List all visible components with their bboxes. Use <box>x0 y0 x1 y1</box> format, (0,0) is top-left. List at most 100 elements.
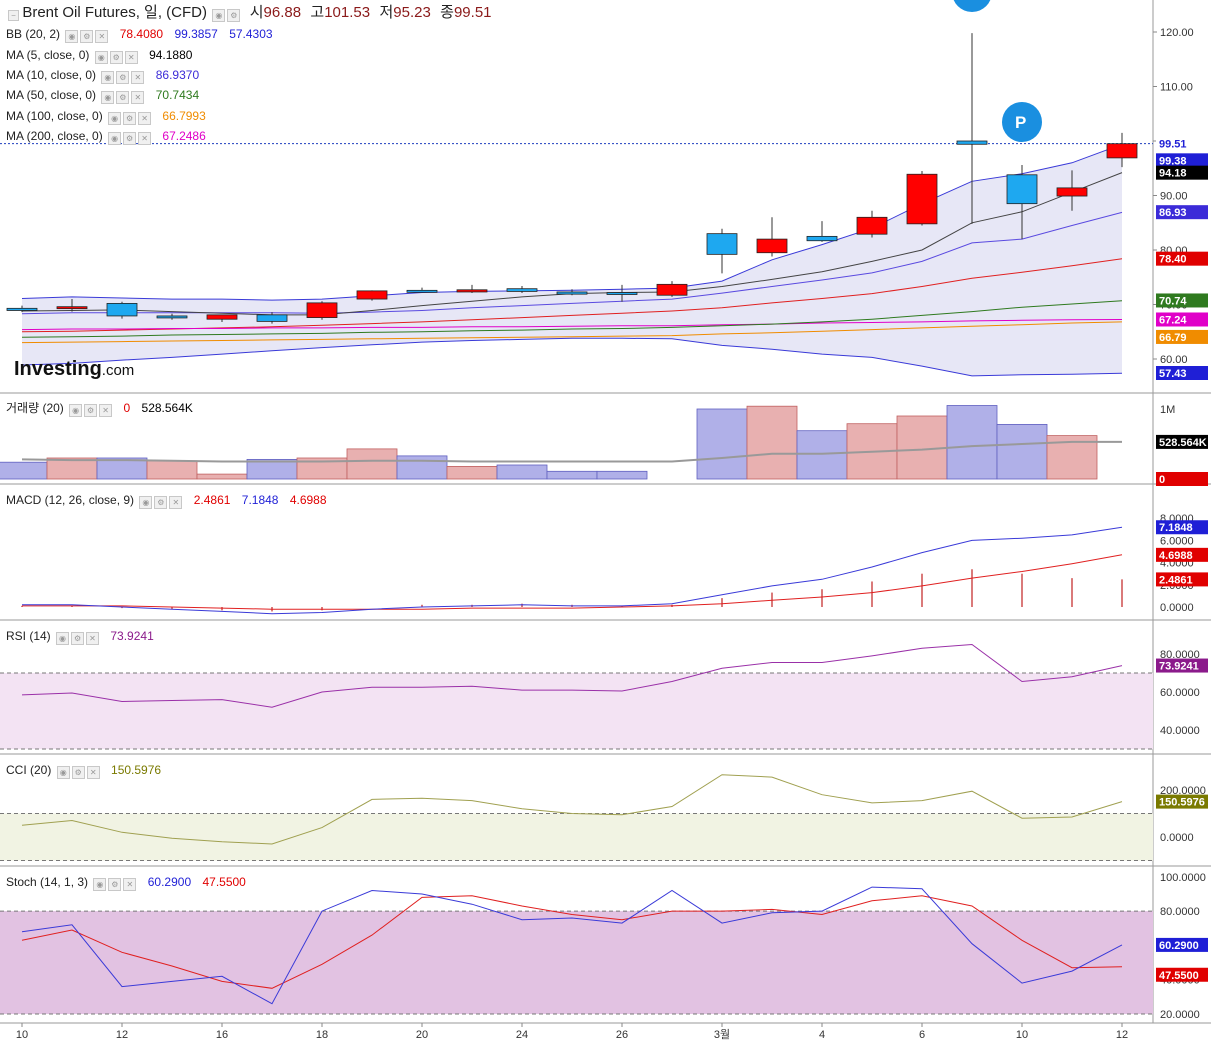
ohlc-close: 종99.51 <box>440 4 492 21</box>
gear-icon[interactable]: ⚙ <box>123 112 137 125</box>
time-tick-label: 4 <box>819 1029 825 1041</box>
legend-ma10[interactable]: MA (10, close, 0) ◉ ⚙ ✕ 86.9370 <box>6 68 200 84</box>
eye-icon[interactable]: ◉ <box>212 9 226 22</box>
legend-macd[interactable]: MACD (12, 26, close, 9) ◉ ⚙ ✕ 2.4861 7.184… <box>6 493 327 509</box>
close-icon[interactable]: ✕ <box>95 30 109 43</box>
time-tick-label: 18 <box>316 1029 328 1041</box>
legend-volume[interactable]: 거래량 (20) ◉ ⚙ ✕ 0 528.564K <box>6 401 193 417</box>
cci-tick-label: 200.0000 <box>1160 785 1206 797</box>
candle <box>956 140 988 145</box>
rsi-tick-label: 40.0000 <box>1160 725 1200 737</box>
gear-icon[interactable]: ⚙ <box>116 71 130 84</box>
cci-tag: 150.5976 <box>1159 797 1205 809</box>
legend-cci[interactable]: CCI (20) ◉ ⚙ ✕ 150.5976 <box>6 763 162 779</box>
bollinger-band-fill <box>22 144 1122 376</box>
legend-stoch[interactable]: Stoch (14, 1, 3) ◉ ⚙ ✕ 60.2900 47.5500 <box>6 875 246 891</box>
close-icon[interactable]: ✕ <box>99 404 113 417</box>
gear-icon[interactable]: ⚙ <box>108 878 122 891</box>
ohlc-open: 시96.88 <box>249 4 302 21</box>
gear-icon[interactable]: ⚙ <box>123 132 137 145</box>
rsi-tick-label: 80.0000 <box>1160 649 1200 661</box>
gear-icon[interactable]: ⚙ <box>154 496 168 509</box>
candle <box>306 302 338 318</box>
gear-icon[interactable]: ⚙ <box>80 30 94 43</box>
gear-icon[interactable]: ⚙ <box>116 91 130 104</box>
collapse-icon[interactable]: − <box>8 10 19 21</box>
price-tag-ma10: 86.93 <box>1159 207 1187 219</box>
close-icon[interactable]: ✕ <box>131 91 145 104</box>
eye-icon[interactable]: ◉ <box>56 632 70 645</box>
stoch-tick-label: 80.0000 <box>1160 906 1200 918</box>
eye-icon[interactable]: ◉ <box>65 30 79 43</box>
gear-icon[interactable]: ⚙ <box>71 632 85 645</box>
price-tag-bb-upper: 99.38 <box>1159 155 1187 167</box>
macd-line <box>22 526 1123 615</box>
investing-logo: Investing.com <box>14 358 135 380</box>
close-icon[interactable]: ✕ <box>131 71 145 84</box>
candle <box>1056 187 1088 197</box>
close-icon[interactable]: ✕ <box>138 112 152 125</box>
close-icon[interactable]: ✕ <box>86 766 100 779</box>
legend-ma200[interactable]: MA (200, close, 0) ◉ ⚙ ✕ 67.2486 <box>6 129 206 145</box>
candle <box>506 288 538 292</box>
eye-icon[interactable]: ◉ <box>101 91 115 104</box>
eye-icon[interactable]: ◉ <box>93 878 107 891</box>
candle <box>856 216 888 235</box>
candle <box>656 283 688 296</box>
gear-icon[interactable]: ⚙ <box>71 766 85 779</box>
eye-icon[interactable]: ◉ <box>139 496 153 509</box>
macd-hist-tag: 2.4861 <box>1159 574 1193 586</box>
legend-ma5[interactable]: MA (5, close, 0) ◉ ⚙ ✕ 94.1880 <box>6 48 193 64</box>
price-tag-bb-upper-bg <box>1156 153 1208 168</box>
eye-icon[interactable]: ◉ <box>108 132 122 145</box>
volume-tick-label: 1M <box>1160 404 1175 416</box>
eye-icon[interactable]: ◉ <box>101 71 115 84</box>
price-tag-ma5-bg <box>1156 165 1208 180</box>
event-marker-icon <box>1002 102 1042 142</box>
gear-icon[interactable]: ⚙ <box>109 51 123 64</box>
legend-ma100[interactable]: MA (100, close, 0) ◉ ⚙ ✕ 66.7993 <box>6 109 206 125</box>
time-tick-label: 20 <box>416 1029 428 1041</box>
macd-signal-tag: 4.6988 <box>1159 550 1193 562</box>
legend-bb[interactable]: BB (20, 2) ◉ ⚙ ✕ 78.4080 99.3857 57.4303 <box>6 27 273 43</box>
volume-bar <box>0 461 48 480</box>
price-tag-last: 99.51 <box>1159 139 1187 151</box>
close-icon[interactable]: ✕ <box>86 632 100 645</box>
close-icon[interactable]: ✕ <box>138 132 152 145</box>
macd-hist-tag-bg <box>1156 572 1208 587</box>
close-icon[interactable]: ✕ <box>169 496 183 509</box>
eye-icon[interactable]: ◉ <box>108 112 122 125</box>
price-tick-label: 120.00 <box>1160 27 1194 39</box>
stoch-tick-label: 20.0000 <box>1160 1009 1200 1021</box>
rsi-band <box>0 673 1153 749</box>
ohlc-high: 고101.53 <box>310 4 371 21</box>
eye-icon[interactable]: ◉ <box>56 766 70 779</box>
volume-bar <box>996 423 1048 480</box>
time-tick-label: 16 <box>216 1029 228 1041</box>
eye-icon[interactable]: ◉ <box>69 404 83 417</box>
cci-line <box>21 774 1123 845</box>
close-icon[interactable]: ✕ <box>123 878 137 891</box>
price-tick-label: 90.00 <box>1160 191 1188 203</box>
candle <box>906 173 938 225</box>
price-tick-label: 60.00 <box>1160 354 1188 366</box>
volume-bar <box>196 473 248 480</box>
legend-ma50[interactable]: MA (50, close, 0) ◉ ⚙ ✕ 70.7434 <box>6 88 200 104</box>
ohlc-low: 저95.23 <box>379 4 431 21</box>
stoch-d-tag: 47.5500 <box>1159 970 1199 982</box>
macd-tick-label: 6.0000 <box>1160 535 1194 547</box>
legend-rsi[interactable]: RSI (14) ◉ ⚙ ✕ 73.9241 <box>6 629 154 645</box>
candle <box>406 289 438 293</box>
gear-icon[interactable]: ⚙ <box>84 404 98 417</box>
macd-signal-tag-bg <box>1156 547 1208 562</box>
price-tag-ma200-bg <box>1156 312 1208 327</box>
volume-zero-tag-bg <box>1156 472 1208 486</box>
price-tag-ma100: 66.79 <box>1159 332 1187 344</box>
close-icon[interactable]: ✕ <box>124 51 138 64</box>
eye-icon[interactable]: ◉ <box>94 51 108 64</box>
gear-icon[interactable]: ⚙ <box>227 9 241 22</box>
rsi-tick-label: 60.0000 <box>1160 687 1200 699</box>
price-tag-ma5: 94.18 <box>1159 168 1187 180</box>
volume-zero-tag: 0 <box>1159 474 1165 486</box>
